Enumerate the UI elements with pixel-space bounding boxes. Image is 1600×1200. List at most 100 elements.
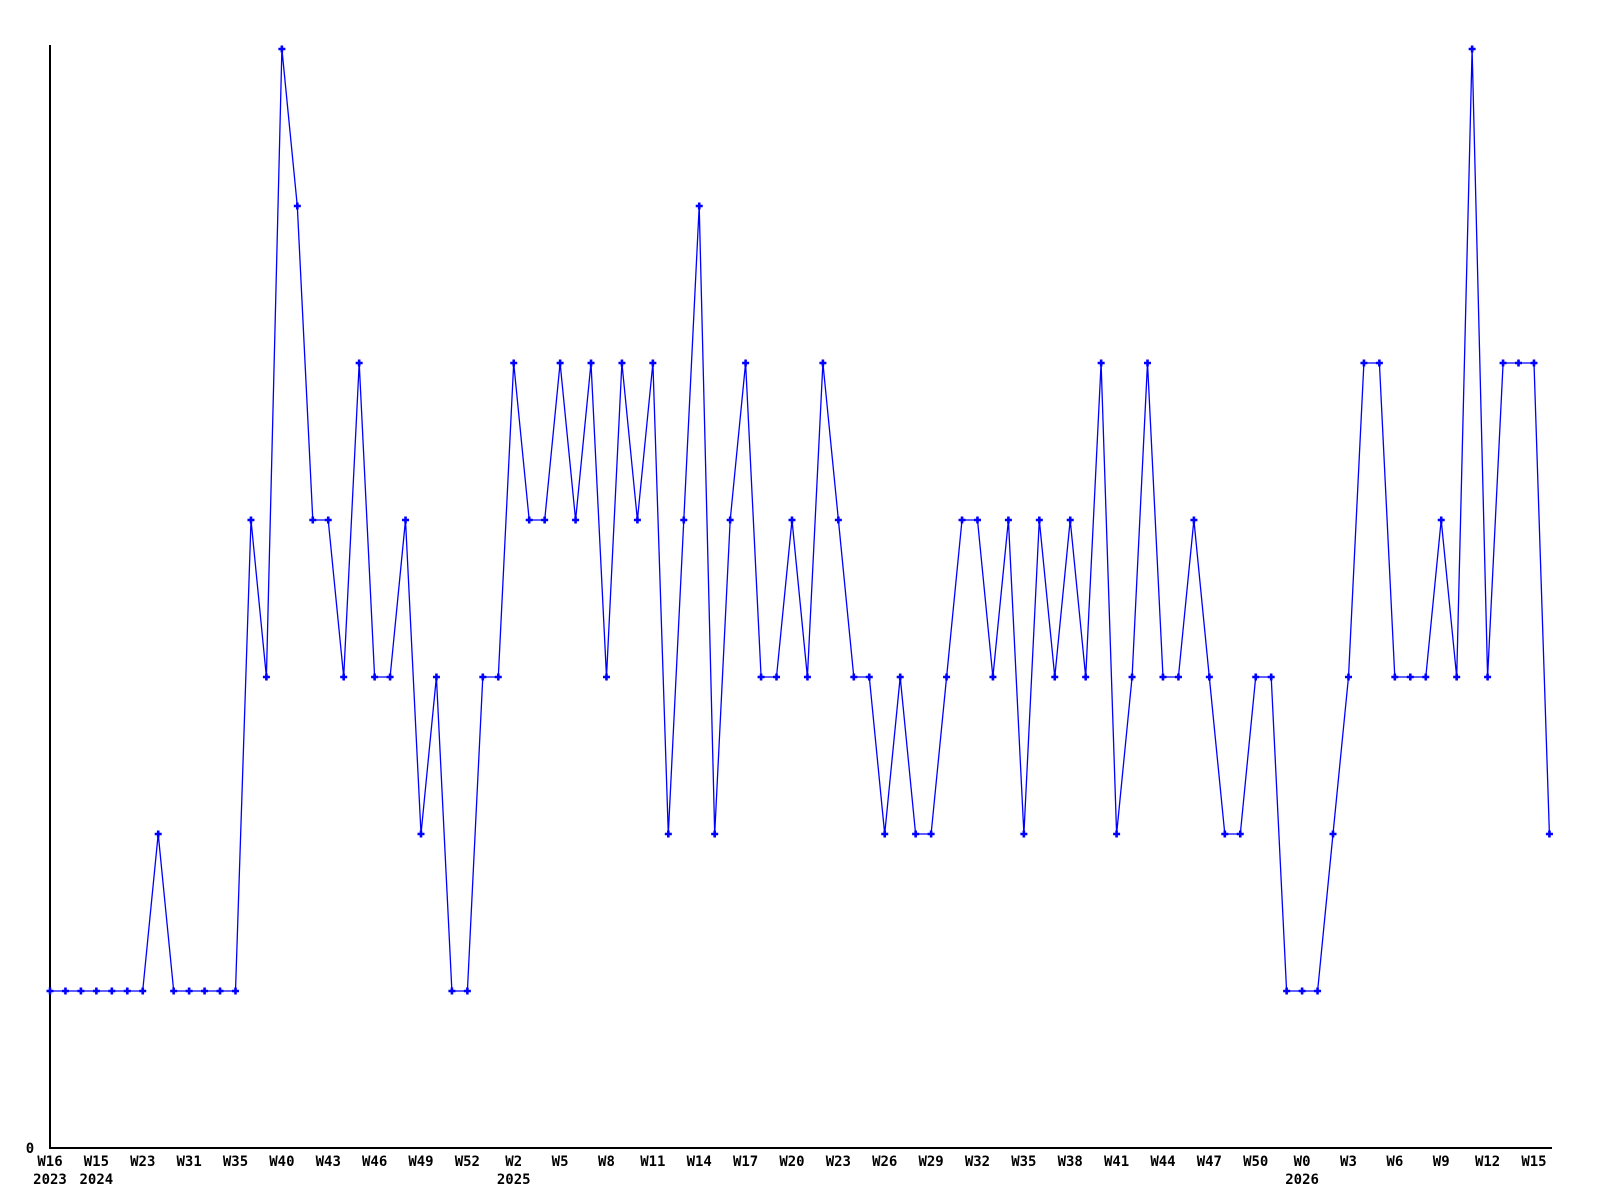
- data-point-marker: [1097, 359, 1105, 367]
- data-point-marker: [231, 987, 239, 995]
- data-point-marker: [309, 516, 317, 524]
- x-tick-label: W50: [1243, 1154, 1268, 1170]
- x-tick-label: W38: [1058, 1154, 1083, 1170]
- data-point-marker: [170, 987, 178, 995]
- data-point-marker: [1515, 359, 1523, 367]
- data-point-marker: [1113, 830, 1121, 838]
- x-tick-label: W16: [37, 1154, 62, 1170]
- data-point-marker: [943, 673, 951, 681]
- x-tick-label: W6: [1386, 1154, 1403, 1170]
- x-tick-label: W35: [223, 1154, 248, 1170]
- data-point-marker: [262, 673, 270, 681]
- data-point-marker: [865, 673, 873, 681]
- data-point-marker: [417, 830, 425, 838]
- data-point-marker: [278, 45, 286, 53]
- data-point-marker: [896, 673, 904, 681]
- x-tick-label: W23: [826, 1154, 851, 1170]
- data-point-marker: [587, 359, 595, 367]
- year-label: 2026: [1285, 1172, 1319, 1188]
- x-tick-label: W12: [1475, 1154, 1500, 1170]
- data-point-marker: [958, 516, 966, 524]
- data-point-marker: [1437, 516, 1445, 524]
- data-point-marker: [1020, 830, 1028, 838]
- data-point-marker: [1314, 987, 1322, 995]
- x-tick-label: W23: [130, 1154, 155, 1170]
- x-tick-label: W49: [408, 1154, 433, 1170]
- data-point-marker: [1545, 830, 1553, 838]
- data-point-marker: [556, 359, 564, 367]
- data-point-marker: [726, 516, 734, 524]
- data-point-marker: [154, 830, 162, 838]
- data-point-marker: [1499, 359, 1507, 367]
- x-tick-label: W3: [1340, 1154, 1357, 1170]
- data-point-marker: [1530, 359, 1538, 367]
- data-point-marker: [185, 987, 193, 995]
- data-point-marker: [912, 830, 920, 838]
- data-point-marker: [803, 673, 811, 681]
- data-point-marker: [633, 516, 641, 524]
- data-point-marker: [850, 673, 858, 681]
- data-point-marker: [247, 516, 255, 524]
- y-axis-zero-label: 0: [26, 1141, 34, 1157]
- year-label: 2025: [497, 1172, 531, 1188]
- data-point-marker: [371, 673, 379, 681]
- data-point-marker: [1252, 673, 1260, 681]
- x-tick-label: W40: [269, 1154, 294, 1170]
- x-tick-label: W11: [640, 1154, 665, 1170]
- data-point-marker: [1468, 45, 1476, 53]
- data-point-marker: [695, 202, 703, 210]
- data-point-marker: [525, 516, 533, 524]
- data-point-marker: [1221, 830, 1229, 838]
- data-point-marker: [1128, 673, 1136, 681]
- data-point-marker: [201, 987, 209, 995]
- data-point-marker: [1051, 673, 1059, 681]
- x-tick-label: W52: [455, 1154, 480, 1170]
- x-tick-label: W35: [1011, 1154, 1036, 1170]
- x-tick-label: W29: [918, 1154, 943, 1170]
- data-point-marker: [649, 359, 657, 367]
- data-point-marker: [711, 830, 719, 838]
- data-point-marker: [432, 673, 440, 681]
- data-point-marker: [340, 673, 348, 681]
- data-point-marker: [602, 673, 610, 681]
- data-point-marker: [216, 987, 224, 995]
- data-point-marker: [1484, 673, 1492, 681]
- data-point-marker: [788, 516, 796, 524]
- data-point-marker: [1174, 673, 1182, 681]
- data-point-marker: [1422, 673, 1430, 681]
- data-point-marker: [834, 516, 842, 524]
- data-point-marker: [46, 987, 54, 995]
- x-tick-label: W8: [598, 1154, 615, 1170]
- data-point-marker: [1066, 516, 1074, 524]
- data-point-marker: [1004, 516, 1012, 524]
- x-tick-label: W46: [362, 1154, 387, 1170]
- data-point-marker: [664, 830, 672, 838]
- data-point-marker: [510, 359, 518, 367]
- data-series-line: [50, 48, 1551, 992]
- data-point-marker: [1391, 673, 1399, 681]
- x-tick-label: W2: [505, 1154, 522, 1170]
- data-point-marker: [773, 673, 781, 681]
- data-point-marker: [572, 516, 580, 524]
- data-point-marker: [1283, 987, 1291, 995]
- data-point-marker: [108, 987, 116, 995]
- data-point-marker: [139, 987, 147, 995]
- data-point-marker: [494, 673, 502, 681]
- x-tick-label: W15: [1521, 1154, 1546, 1170]
- data-point-marker: [541, 516, 549, 524]
- data-point-marker: [973, 516, 981, 524]
- data-point-marker: [1035, 516, 1043, 524]
- x-tick-label: W0: [1294, 1154, 1311, 1170]
- data-point-marker: [1205, 673, 1213, 681]
- data-point-marker: [680, 516, 688, 524]
- data-point-marker: [1453, 673, 1461, 681]
- x-tick-label: W31: [176, 1154, 201, 1170]
- data-point-marker: [355, 359, 363, 367]
- x-tick-label: W43: [316, 1154, 341, 1170]
- data-point-marker: [1236, 830, 1244, 838]
- data-point-marker: [742, 359, 750, 367]
- data-point-marker: [989, 673, 997, 681]
- data-point-marker: [1329, 830, 1337, 838]
- data-point-marker: [757, 673, 765, 681]
- year-label: 2024: [80, 1172, 114, 1188]
